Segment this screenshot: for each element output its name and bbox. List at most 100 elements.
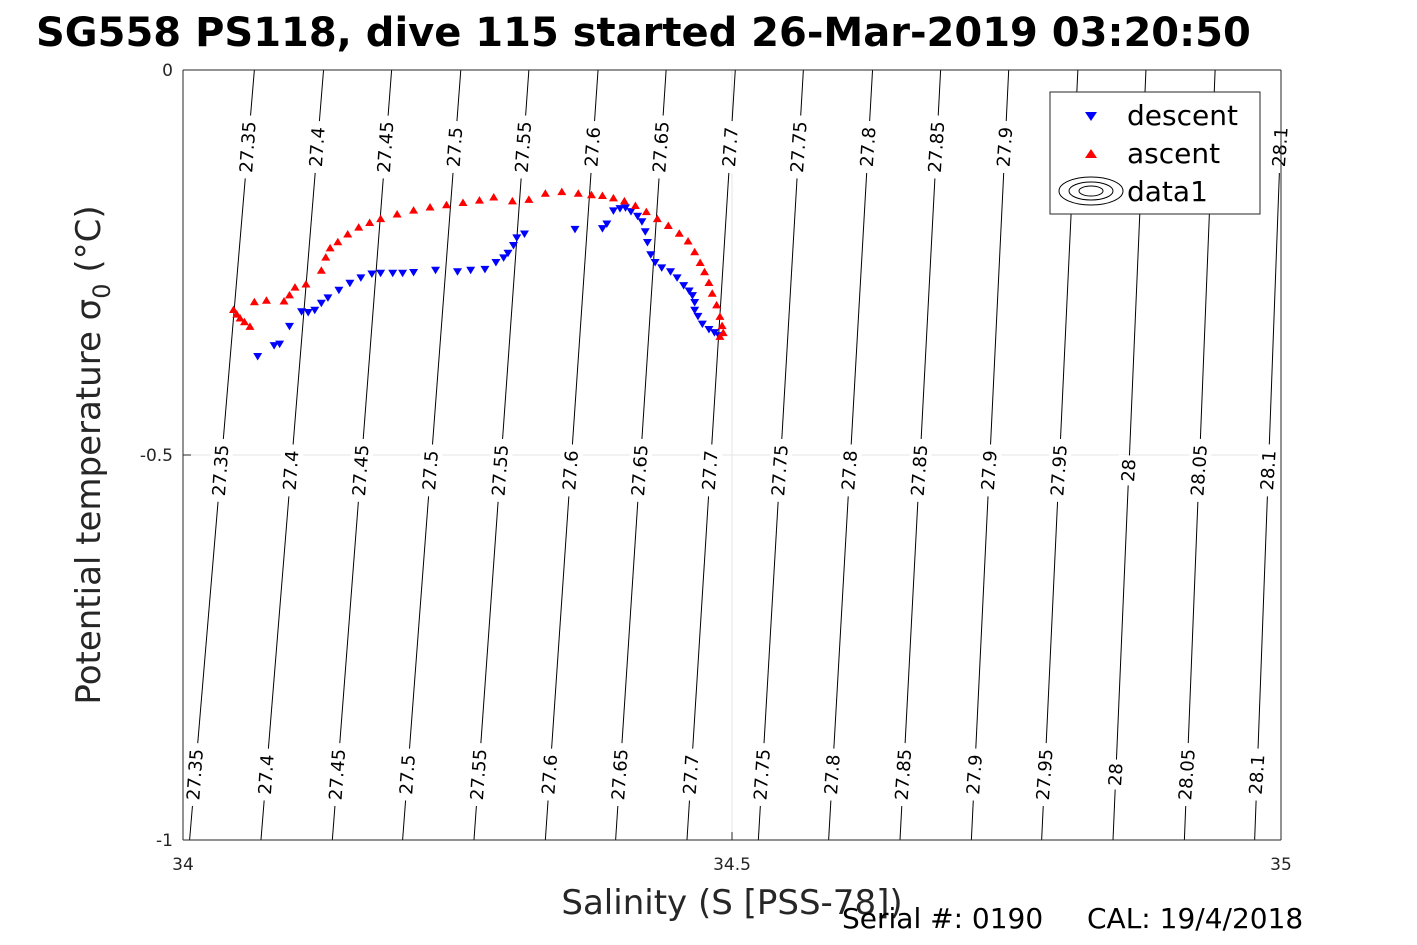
contour-label-text: 27.5	[419, 450, 443, 491]
contour-label-gap	[785, 114, 813, 180]
density-contour-labels: 27.35 27.4 27.45 27.5 27.55 27.6 27.65 27.7 27.7…	[181, 114, 1294, 807]
contour-label-text: 27.65	[628, 444, 653, 497]
contour-label-text: 27.4	[255, 754, 279, 795]
contour-label-gap	[1173, 742, 1201, 807]
x-tick-label: 34.5	[713, 855, 751, 875]
contour-label-text: 27.85	[892, 748, 917, 801]
contour-label-gap	[1116, 454, 1141, 487]
ascent-point	[641, 207, 651, 216]
ascent-point	[354, 223, 364, 231]
contour-label-gap	[557, 443, 584, 498]
contour-label-text: 27.6	[581, 126, 605, 167]
descent-point	[679, 282, 689, 290]
contour-label-gap	[976, 443, 1003, 498]
contour-label-text: 27.7	[680, 754, 704, 795]
descent-point	[285, 322, 295, 331]
ascent-point	[285, 290, 295, 299]
ascent-point	[365, 218, 375, 226]
ascent-point	[524, 195, 534, 203]
descent-point	[690, 299, 700, 307]
contour-label-text: 27.65	[649, 121, 674, 174]
contour-label-text: 27.6	[559, 450, 583, 491]
ascent-point	[507, 196, 517, 205]
contour-label-text: 27.8	[857, 126, 881, 167]
contour-label-gap	[766, 438, 794, 503]
contour-label-text: 27.6	[538, 754, 562, 795]
descent-point	[499, 254, 509, 262]
descent-point	[626, 208, 636, 216]
contour-label-text: 27.85	[925, 121, 950, 174]
descent-point	[345, 279, 355, 288]
x-tick-label: 35	[1270, 855, 1292, 875]
contour-label-28.1: 28.1	[1244, 747, 1270, 802]
descent-point	[491, 259, 501, 267]
contour-label-27.5: 27.5	[394, 747, 421, 802]
contour-label-gap	[510, 114, 537, 180]
descent-point	[431, 266, 441, 275]
ascent-point	[261, 296, 271, 304]
descent-point	[310, 306, 320, 315]
ascent-point	[249, 297, 259, 306]
contour-label-text: 27.35	[209, 444, 234, 497]
ascent-point	[557, 187, 567, 196]
ascent-point	[652, 214, 662, 223]
ascent-point	[707, 289, 717, 297]
legend-ascent-marker	[1085, 149, 1097, 158]
contour-label-text: 28.1	[1246, 754, 1270, 795]
contour-label-text: 28	[1105, 762, 1128, 786]
contour-label-gap	[207, 438, 234, 503]
descent-point	[512, 234, 522, 242]
y-axis-label-unit: (°C)	[69, 205, 109, 283]
contour-label-27.85: 27.85	[890, 742, 917, 807]
axes	[182, 69, 1282, 841]
tick-labels: 34 34.5 35 0 -0.5 -1	[140, 61, 1292, 875]
contour-label-text: 27.95	[1047, 444, 1072, 497]
ascent-point	[715, 312, 725, 320]
contour-label-gap	[626, 438, 654, 503]
contour-label-27.6: 27.6	[557, 443, 584, 498]
contour-label-gap	[253, 747, 280, 802]
descent-point	[453, 268, 462, 276]
contour-label-text: 27.8	[838, 450, 862, 491]
ascent-point	[316, 266, 326, 274]
y-tick-label: -1	[156, 831, 173, 851]
contour-label-28.05: 28.05	[1173, 742, 1201, 807]
contour-label-text: 28.05	[1175, 748, 1200, 801]
ascent-point	[442, 200, 452, 209]
descent-point	[367, 270, 377, 279]
descent-point	[269, 342, 279, 350]
descent-point	[323, 294, 333, 302]
descent-point	[480, 265, 490, 274]
contour-label-27.55: 27.55	[487, 438, 514, 503]
contour-label-28.1: 28.1	[1255, 443, 1282, 498]
ascent-point	[712, 300, 722, 309]
descent-point	[620, 204, 630, 212]
ascent-point	[630, 201, 640, 210]
contour-label-gap	[372, 114, 399, 180]
x-axis-label: Salinity (S [PSS-78])	[561, 883, 902, 923]
contour-label-gap	[961, 747, 988, 802]
y-axis-label-subscript: 0	[88, 283, 116, 298]
descent-point	[709, 329, 719, 337]
contour-label-text: 27.4	[306, 126, 330, 167]
contour-label-28.05: 28.05	[1185, 438, 1213, 503]
contour-label-27.7: 27.7	[717, 120, 744, 174]
contour-label-gap	[1031, 742, 1058, 807]
contour-label-27.45: 27.45	[324, 742, 351, 807]
descent-point	[657, 264, 667, 272]
contour-label-text: 27.45	[349, 444, 374, 497]
ascent-point	[279, 297, 289, 305]
contour-label-gap	[717, 120, 744, 174]
contour-label-27.95: 27.95	[1045, 438, 1073, 503]
contour-label-27.35: 27.35	[234, 114, 262, 180]
contour-label-text: 27.45	[374, 121, 399, 174]
x-tick-label: 34	[172, 855, 194, 875]
ascent-point	[474, 196, 484, 204]
contour-label-27.8: 27.8	[836, 443, 863, 498]
ascent-point	[597, 191, 607, 200]
contour-label-gap	[678, 747, 704, 802]
contour-label-27.4: 27.4	[278, 443, 304, 498]
ascent-point	[608, 193, 618, 202]
ascent-point	[717, 321, 727, 330]
